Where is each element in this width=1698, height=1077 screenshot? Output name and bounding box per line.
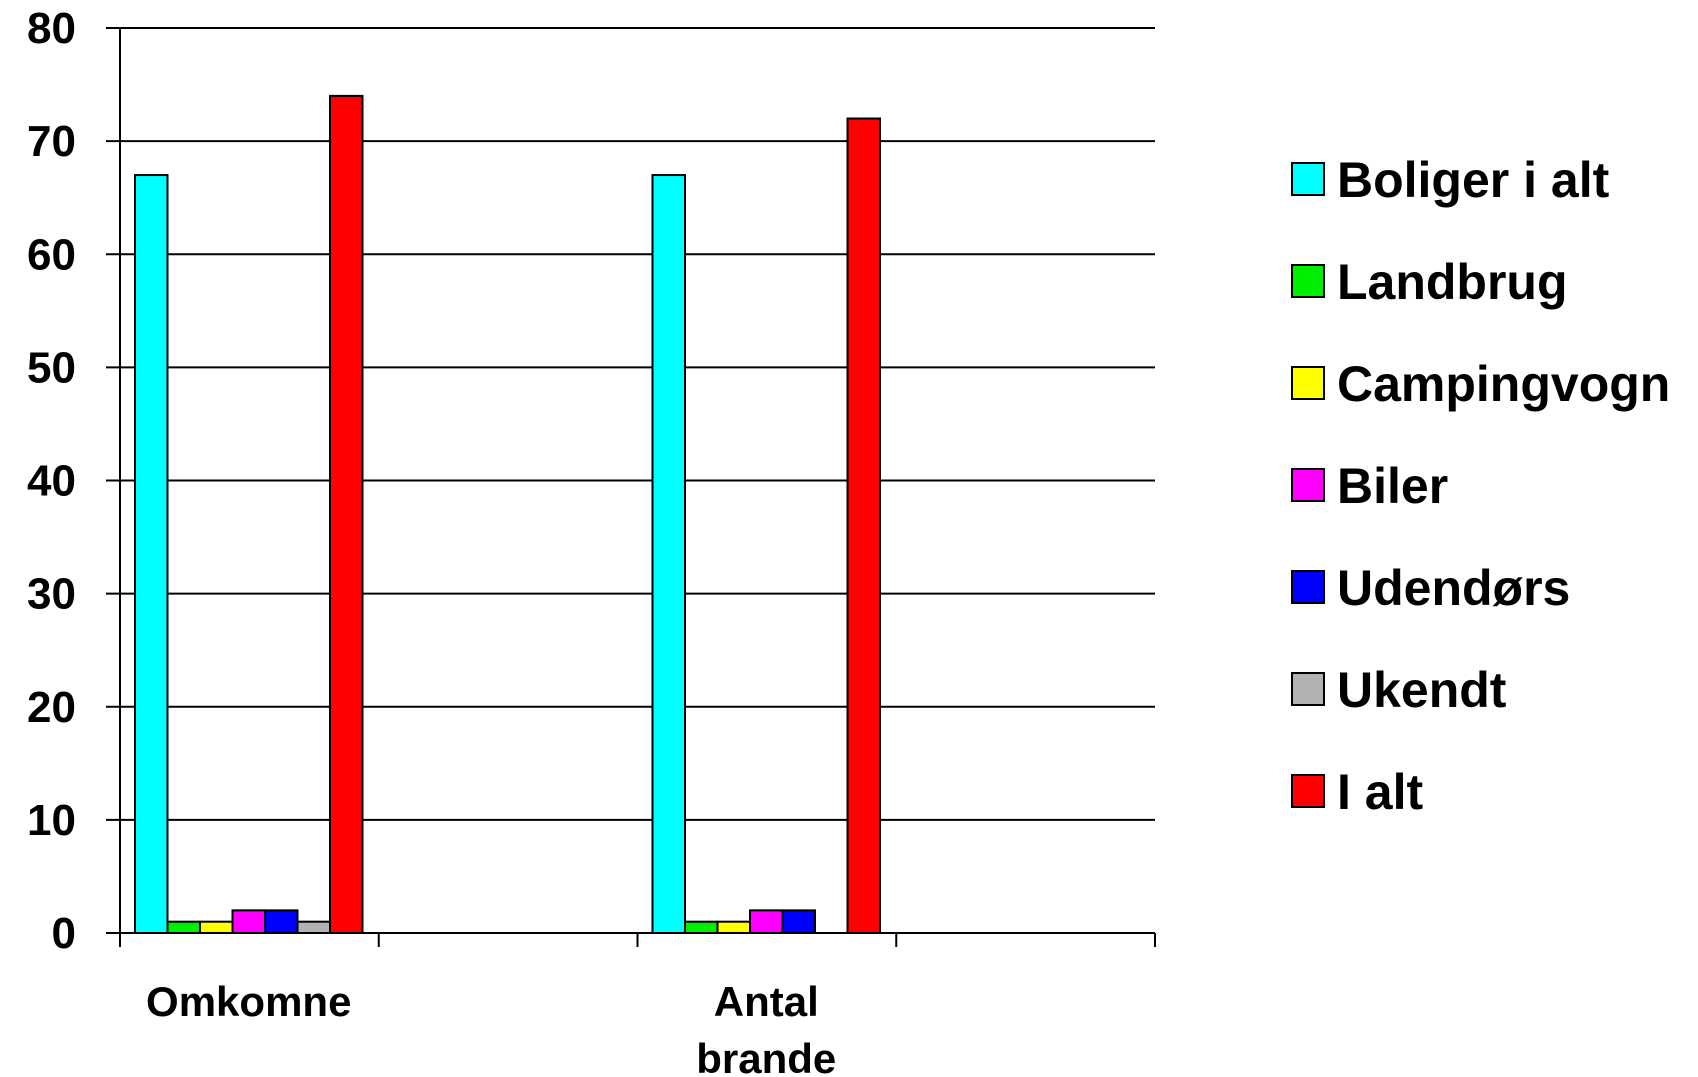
legend-label: Landbrug [1337,254,1568,310]
bar-ukendt-1 [296,920,331,934]
y-tick-label: 80 [27,4,76,53]
bar-landbrug-2 [684,920,719,934]
tick-labels: 0 10 20 30 40 50 60 70 80 [27,4,76,958]
bar-i-alt-2 [846,117,881,934]
bars [134,94,881,934]
category-label: brande [696,1035,836,1077]
category-labels: Omkomne Antal brande [146,978,836,1077]
bar-biler-2 [749,909,784,934]
gridlines [120,27,1155,821]
legend: Boliger i alt Landbrug Campingvogn Biler Ude… [1291,152,1670,820]
y-tick-label: 50 [27,343,76,392]
bar-udend-rs-1 [264,909,299,934]
bar-udend-rs-2 [781,909,816,934]
bar-landbrug-1 [166,920,201,934]
bar-boliger-i-alt-1 [134,174,169,934]
legend-swatch [1291,264,1325,298]
y-tick-label: 30 [27,570,76,619]
y-tick-label: 40 [27,457,76,506]
bar-i-alt-1 [329,94,364,934]
legend-label: Ukendt [1337,662,1507,718]
legend-swatch [1291,672,1325,706]
axes [106,27,1156,947]
legend-swatch [1291,162,1325,196]
legend-label: Udendørs [1337,560,1570,616]
legend-swatch [1291,774,1325,808]
y-tick-label: 20 [27,683,76,732]
legend-swatch [1291,366,1325,400]
y-tick-label: 70 [27,117,76,166]
legend-label: I alt [1337,764,1423,820]
bar-campingvogn-2 [716,920,751,934]
legend-label: Campingvogn [1337,356,1670,412]
legend-swatch [1291,570,1325,604]
bar-boliger-i-alt-2 [651,174,686,934]
legend-label: Boliger i alt [1337,152,1610,208]
y-tick-label: 60 [27,230,76,279]
legend-swatch [1291,468,1325,502]
legend-label: Biler [1337,458,1448,514]
category-label: Omkomne [146,978,351,1025]
y-tick-label: 0 [52,909,76,958]
bar-campingvogn-1 [199,920,234,934]
category-label: Antal [714,978,819,1025]
y-tick-label: 10 [27,796,76,845]
bar-biler-1 [231,909,266,934]
